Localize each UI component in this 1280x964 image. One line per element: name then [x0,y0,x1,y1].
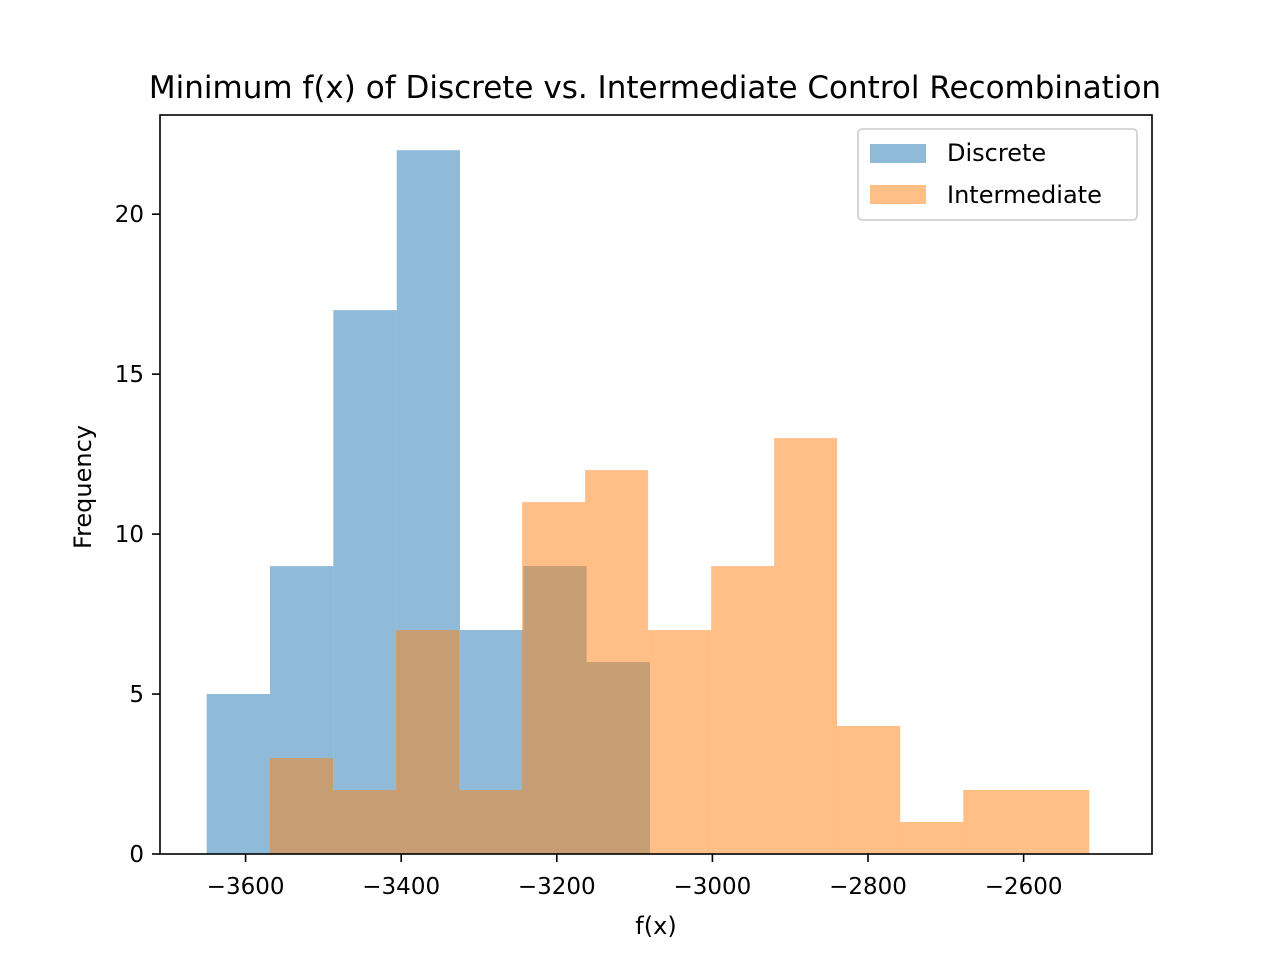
legend-swatch-discrete [870,144,926,163]
bar-intermediate-3 [459,790,523,854]
x-tick-label: −2800 [829,874,907,900]
bar-intermediate-9 [837,726,901,854]
bar-discrete-2 [333,310,397,854]
legend-label-intermediate: Intermediate [947,181,1102,209]
x-tick-label: −3400 [362,874,440,900]
x-tick-label: −3600 [207,874,285,900]
bar-discrete-0 [206,694,271,854]
x-tick-label: −3000 [674,874,752,900]
y-tick-label: 20 [115,202,144,228]
x-tick-label: −2600 [985,874,1063,900]
y-tick-label: 0 [129,842,144,868]
legend: Discrete Intermediate [857,128,1138,221]
bar-intermediate-5 [585,470,649,854]
chart-title: Minimum f(x) of Discrete vs. Intermediat… [149,70,1161,106]
y-tick-label: 5 [129,682,144,708]
y-tick-label: 15 [115,362,144,388]
bar-intermediate-7 [711,566,775,854]
legend-swatch-intermediate [870,185,926,204]
bar-intermediate-10 [900,822,964,854]
bar-intermediate-0 [270,758,334,854]
bar-intermediate-1 [333,790,397,854]
bar-intermediate-6 [648,630,712,854]
legend-frame [857,128,1138,221]
y-axis-label: Frequency [69,425,97,549]
x-axis-label: f(x) [635,912,676,940]
bar-intermediate-8 [774,438,838,854]
bar-intermediate-2 [396,630,460,854]
bar-intermediate-12 [1026,790,1090,854]
x-axis: −3600 −3400 −3200 −3000 −2800 −2600 [207,854,1063,900]
plot-frame [159,114,1153,855]
y-axis: 0 5 10 15 20 [115,202,160,868]
x-tick-label: −3200 [518,874,596,900]
bar-intermediate-4 [522,502,586,854]
y-tick-label: 10 [115,522,144,548]
bar-intermediate-11 [963,790,1027,854]
legend-label-discrete: Discrete [947,139,1046,167]
bars-layer [206,150,1090,854]
